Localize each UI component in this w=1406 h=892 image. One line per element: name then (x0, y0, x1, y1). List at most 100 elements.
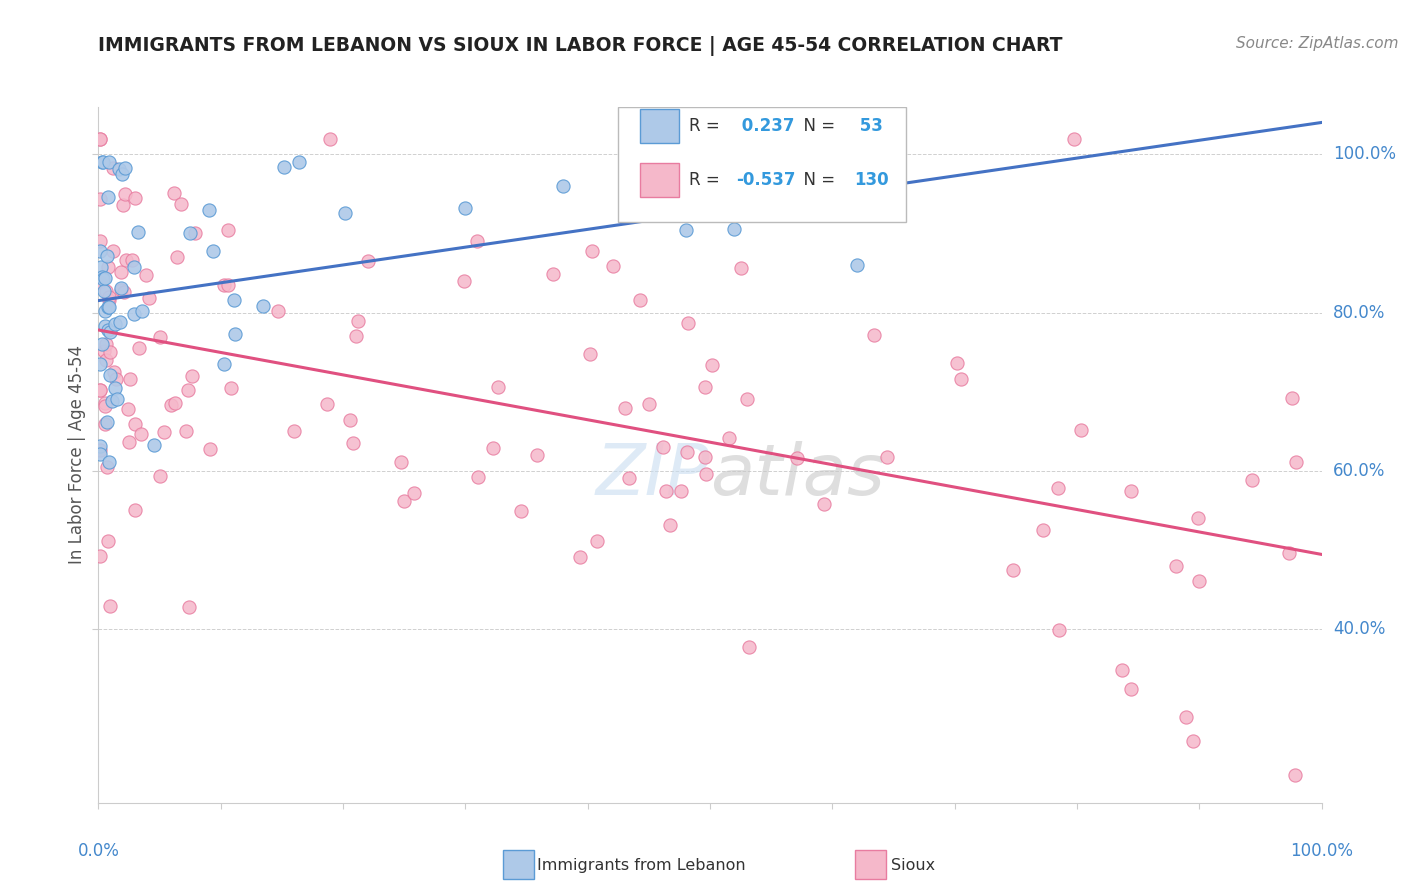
Point (486, 380, 509, 394)
Point (1111, 663, 1133, 677)
Point (89, 131, 111, 145)
Point (202, 244, 225, 258)
Point (117, 402, 139, 417)
Point (676, 444, 699, 458)
Point (107, 162, 129, 177)
Point (96, 460, 118, 475)
Text: atlas: atlas (710, 442, 884, 510)
Point (98, 599, 121, 613)
Point (357, 254, 380, 268)
Text: 100.0%: 100.0% (1333, 145, 1396, 163)
Point (579, 347, 602, 361)
Point (89, 192, 111, 206)
FancyBboxPatch shape (640, 109, 679, 144)
Point (89, 235, 111, 249)
Text: 40.0%: 40.0% (1333, 620, 1385, 638)
Point (94, 417, 117, 431)
Point (217, 277, 239, 292)
Text: Immigrants from Lebanon: Immigrants from Lebanon (537, 858, 745, 872)
Point (617, 471, 640, 485)
Point (252, 299, 274, 313)
Text: N =: N = (793, 117, 841, 135)
Point (135, 268, 157, 282)
Text: 0.0%: 0.0% (77, 842, 120, 860)
Point (97, 300, 120, 314)
Point (658, 518, 681, 533)
Point (319, 131, 342, 145)
Point (467, 470, 489, 484)
Text: Source: ZipAtlas.com: Source: ZipAtlas.com (1236, 36, 1399, 51)
Point (1281, 391, 1303, 405)
Point (89, 447, 111, 461)
Point (392, 493, 415, 508)
Point (110, 265, 132, 279)
Point (89, 244, 111, 259)
Point (585, 534, 607, 549)
Point (183, 226, 205, 240)
Point (93, 272, 115, 286)
Point (93, 344, 115, 359)
Text: ZIP: ZIP (596, 442, 710, 510)
Point (94, 303, 117, 318)
Point (950, 372, 973, 386)
Point (89, 260, 111, 274)
Point (614, 401, 637, 415)
Point (96, 284, 118, 298)
Point (845, 258, 868, 272)
Point (675, 222, 697, 236)
Text: N =: N = (793, 171, 841, 189)
Point (143, 438, 166, 452)
Point (94, 337, 117, 351)
Point (526, 448, 548, 462)
Text: R =: R = (689, 117, 725, 135)
Point (1121, 484, 1143, 499)
Text: 0.237: 0.237 (735, 117, 794, 135)
Point (163, 186, 186, 200)
Point (97, 534, 120, 549)
Point (669, 483, 692, 498)
Point (94, 318, 117, 333)
Point (122, 260, 145, 275)
Point (98, 368, 121, 382)
Text: 60.0%: 60.0% (1333, 462, 1385, 480)
Point (89, 275, 111, 289)
Point (212, 277, 235, 292)
Point (118, 372, 141, 386)
Point (1174, 710, 1197, 724)
Point (1284, 455, 1306, 469)
Point (112, 285, 135, 299)
Point (138, 291, 160, 305)
Point (179, 599, 201, 614)
Point (103, 365, 125, 379)
Point (553, 178, 575, 193)
Point (346, 313, 368, 327)
Point (166, 250, 188, 264)
Point (110, 283, 132, 297)
Point (152, 425, 174, 439)
Point (389, 455, 412, 469)
Point (1069, 423, 1091, 437)
Point (1047, 624, 1070, 638)
Point (1240, 473, 1263, 487)
Point (219, 381, 242, 395)
Point (98, 325, 121, 339)
Point (1188, 574, 1211, 588)
FancyBboxPatch shape (640, 163, 679, 197)
Point (737, 392, 759, 407)
Point (111, 198, 134, 212)
Point (946, 356, 969, 370)
FancyBboxPatch shape (619, 107, 905, 222)
Point (124, 191, 146, 205)
Point (97, 455, 120, 469)
Point (91, 337, 114, 351)
Point (1063, 131, 1085, 145)
Text: 130: 130 (855, 171, 889, 189)
Point (97, 323, 120, 337)
Point (163, 396, 186, 410)
Point (94, 395, 117, 409)
Point (198, 202, 221, 217)
Point (333, 206, 356, 220)
Point (176, 424, 198, 438)
Point (97, 301, 120, 315)
Point (89, 439, 111, 453)
